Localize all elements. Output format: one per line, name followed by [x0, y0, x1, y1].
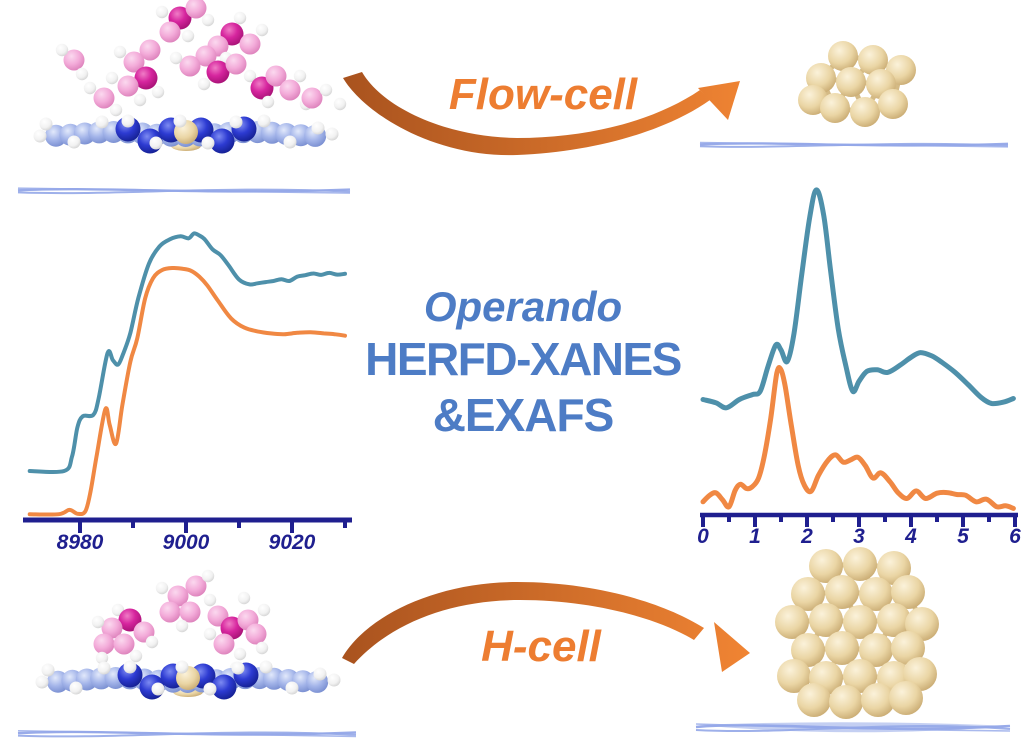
support-sheet-line	[17, 730, 357, 738]
svg-text:2: 2	[800, 525, 813, 548]
solvated-single-atom-catalyst-model	[33, 0, 347, 154]
flow-cell-label: Flow-cell	[448, 70, 638, 119]
title-operando: Operando	[423, 283, 623, 330]
title-exafs: &EXAFS	[432, 389, 615, 441]
xanes-spectra-plot: 8980 9000 9020	[23, 231, 352, 554]
svg-text:8980: 8980	[57, 531, 104, 554]
title-herfd-xanes: HERFD-XANES	[365, 333, 682, 385]
title-block: Operando HERFD-XANES &EXAFS	[340, 283, 706, 441]
support-sheet-line	[695, 722, 1011, 733]
solvated-single-atom-catalyst-model	[35, 569, 341, 700]
svg-text:9000: 9000	[163, 531, 210, 554]
svg-text:9020: 9020	[269, 531, 316, 554]
svg-text:5: 5	[957, 525, 969, 548]
small-metal-cluster-model	[798, 41, 916, 127]
exafs-ft-plot: 0 1 2 3 4 5 6	[697, 187, 1021, 548]
svg-text:3: 3	[853, 525, 865, 548]
metal-nanoparticle-model	[775, 547, 939, 719]
support-sheet-line	[17, 187, 351, 195]
support-sheet-line	[699, 141, 1009, 148]
svg-text:6: 6	[1009, 525, 1021, 548]
h-cell-label: H-cell	[481, 622, 601, 671]
flow-cell-curved-arrow-icon	[343, 72, 740, 156]
h-cell-curved-arrow-icon	[342, 582, 750, 672]
svg-text:4: 4	[904, 525, 917, 548]
svg-text:1: 1	[749, 525, 761, 548]
svg-text:0: 0	[697, 525, 709, 548]
